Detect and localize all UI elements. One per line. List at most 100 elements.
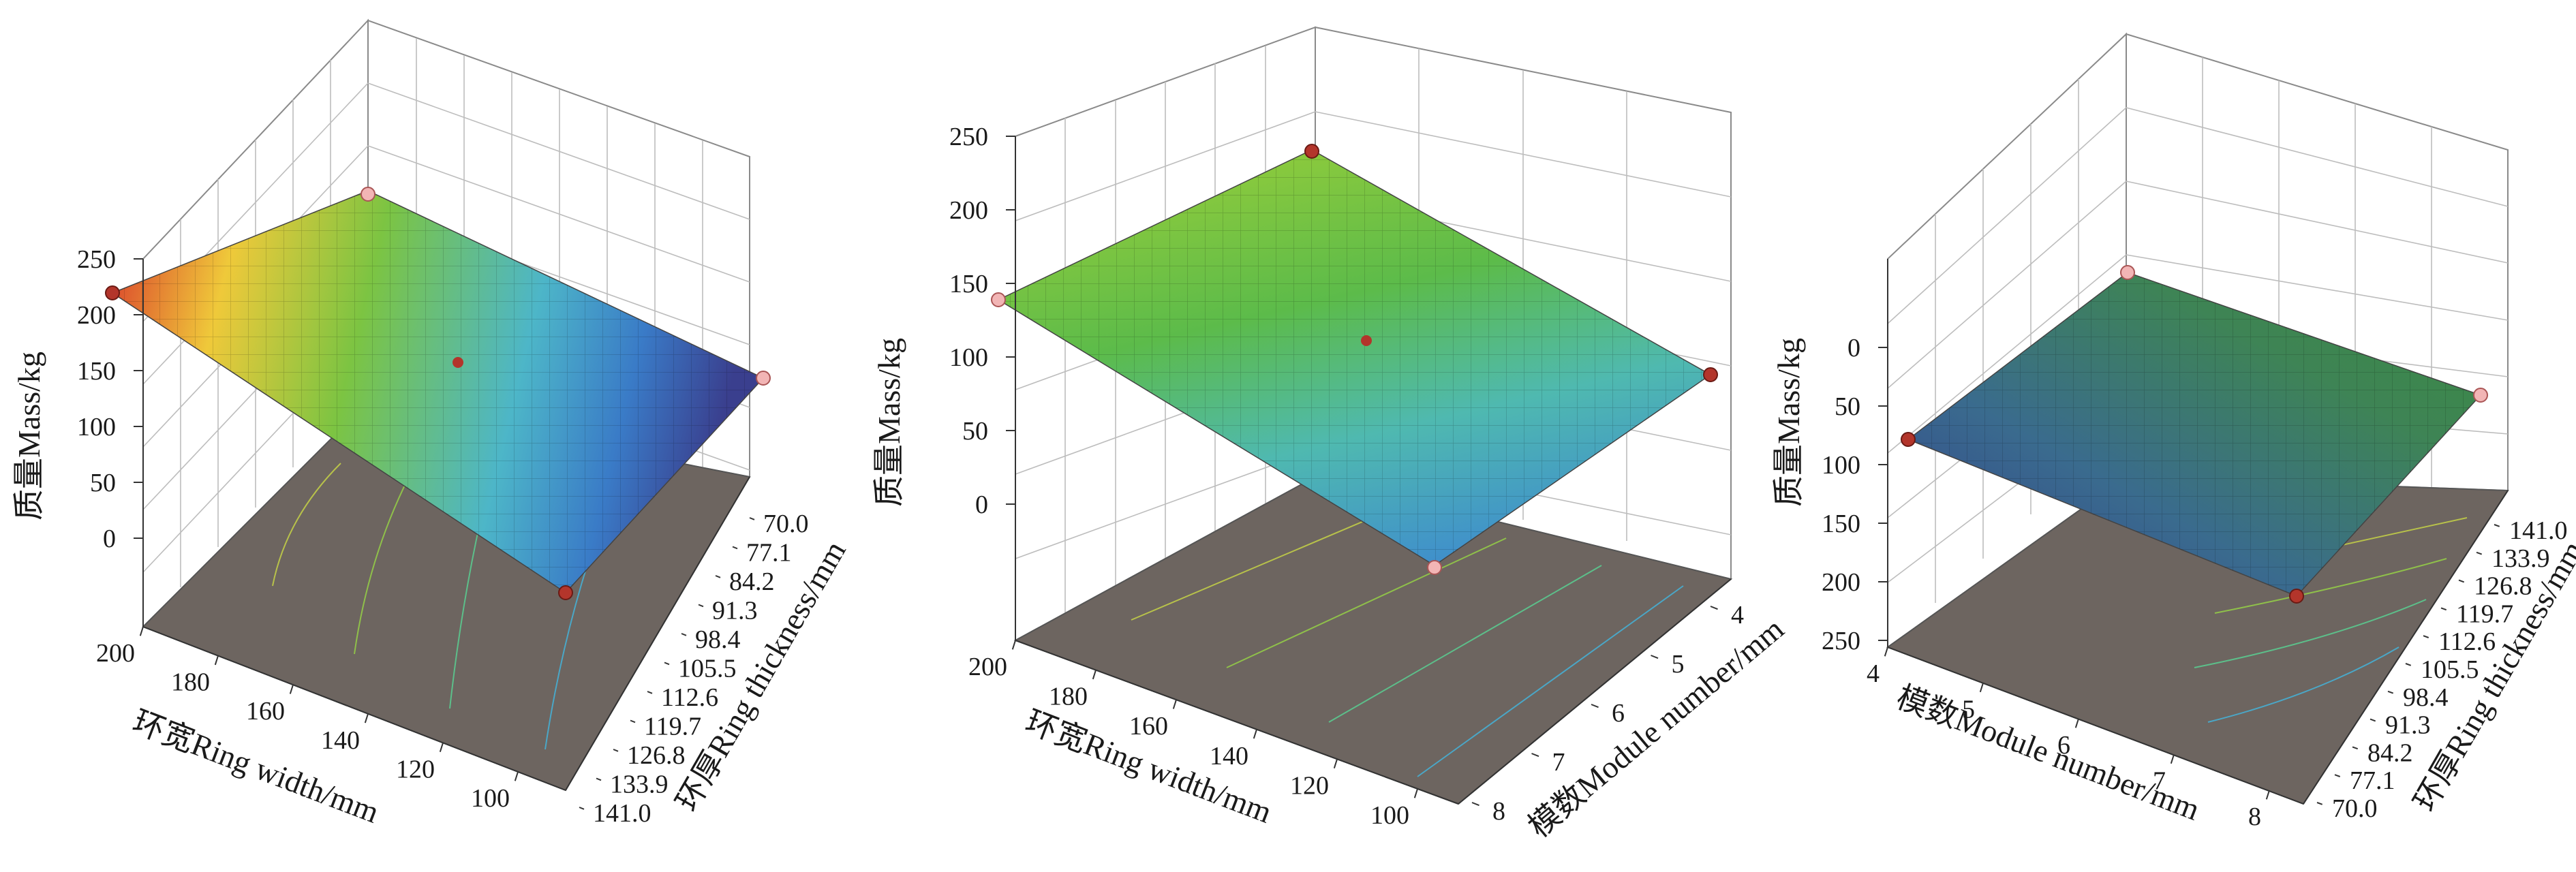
panel2-y-tick-mark	[1591, 704, 1599, 708]
panel1-x-tick-label: 160	[246, 697, 285, 726]
panel1-y-axis	[565, 476, 750, 791]
panel3-y-tick-label: 70.0	[2332, 794, 2378, 823]
panel2-x-tick-label: 140	[1210, 742, 1248, 770]
panel2-contour-line	[1226, 538, 1507, 668]
panel1-design-point	[361, 187, 375, 202]
panel3-y-tick-mark	[2387, 690, 2394, 694]
panel3-z-tick-label: 0	[1847, 334, 1860, 362]
panel1-contour-line	[354, 476, 410, 655]
panel3-y-tick-label: 84.2	[2367, 738, 2413, 767]
panel2-x-tick-mark	[1011, 640, 1016, 650]
panel2-x-ticks: 200 180 160 140 120 100	[968, 640, 1418, 830]
panel1-x-tick-mark	[289, 684, 294, 694]
panel1-x-tick-label: 200	[96, 639, 135, 668]
panel1-x-tick-mark	[514, 771, 519, 781]
panel3-y-ticks: 141.0133.9126.8119.7112.6105.598.491.384…	[2316, 516, 2568, 823]
panel3-design-point	[2289, 589, 2304, 604]
panel3-design-point	[2473, 388, 2488, 403]
panel1-x-tick-label: 100	[471, 784, 510, 813]
panel1-z-ticks: 250 200 150 100 50 0	[77, 245, 143, 553]
panel3-zlabel: 质量Mass/kg	[1771, 338, 1806, 507]
panel1-y-tick-label: 98.4	[695, 625, 741, 654]
panel2-design-point	[991, 292, 1006, 307]
panel3-y-tick-label: 141.0	[2509, 516, 2568, 545]
panel1-design-point	[558, 585, 573, 600]
panel1-z-tick-label: 50	[90, 469, 116, 497]
panel3-x-tick-mark	[1979, 683, 1984, 693]
panel2-design-point	[1304, 144, 1319, 159]
panel-3: 0 50 100 150 200 250 4 5 6 7 8 141.0133.9126.8119…	[1771, 32, 2576, 831]
panel1-y-tick-mark	[732, 546, 738, 550]
panel3-y-tick-label: 133.9	[2491, 544, 2550, 573]
panel1-y-ticks: 70.077.184.291.398.4105.5112.6119.7126.8…	[579, 510, 809, 828]
panel3-y-tick-label: 105.5	[2421, 655, 2479, 684]
panel1-y-tick-mark	[681, 633, 687, 636]
panel2-x-tick-mark	[1253, 729, 1257, 739]
panel3-y-tick-mark	[2334, 774, 2341, 777]
panel3-x-tick-label: 6	[2057, 731, 2070, 760]
panel1-x-tick-mark	[439, 743, 444, 753]
panel3-z-tick-label: 250	[1822, 627, 1860, 655]
panel1-x-tick-label: 180	[171, 668, 210, 697]
panel3-z-tick-label: 200	[1822, 568, 1860, 597]
panel1-y-tick-label: 91.3	[712, 597, 758, 625]
panel1-x-tick-label: 120	[396, 755, 435, 783]
panel3-x-tick-label: 7	[2153, 767, 2166, 796]
panel1-y-tick-label: 105.5	[678, 655, 737, 683]
panel3-design-point	[1901, 432, 1916, 447]
panel1-z-tick-label: 250	[77, 245, 116, 274]
panel2-x-tick-mark	[1413, 788, 1418, 798]
panel3-x-tick-label: 8	[2248, 803, 2261, 831]
panel1-y-tick-mark	[749, 517, 755, 520]
panel1-x-tick-mark	[364, 713, 369, 723]
panel2-y-tick-label: 8	[1492, 797, 1505, 826]
panel2-surface-mesh	[998, 150, 1711, 565]
panel1-design-point	[105, 285, 120, 300]
panel3-y-tick-mark	[2440, 607, 2447, 611]
panel2-x-tick-label: 160	[1129, 712, 1168, 741]
panel3-x-tick-label: 4	[1867, 659, 1880, 688]
panel2-y-tick-mark	[1710, 606, 1718, 610]
panel3-y-tick-mark	[2316, 802, 2323, 805]
panel2-y-tick-mark	[1471, 802, 1479, 807]
panel2-zlabel: 质量Mass/kg	[872, 338, 906, 507]
panel3-y-tick-mark	[2405, 663, 2412, 666]
panel1-surface-mesh	[112, 191, 763, 593]
panel2-design-point	[1427, 560, 1442, 575]
panel3-y-axis	[2303, 490, 2509, 805]
panel2-center-point	[1361, 335, 1372, 346]
panel2-x-tick-label: 120	[1290, 771, 1329, 800]
panel1-zlabel: 质量Mass/kg	[12, 352, 46, 520]
panel2-y-tick-label: 6	[1612, 699, 1625, 728]
panel3-y-tick-mark	[2370, 718, 2376, 722]
panel2-z-tick-label: 100	[949, 343, 988, 372]
panel2-y-tick-label: 7	[1552, 748, 1565, 777]
panel3-y-tick-label: 126.8	[2474, 572, 2532, 601]
panel1-y-tick-mark	[613, 749, 619, 752]
panel3-surface-mesh	[1908, 272, 2481, 596]
panel1-y-tick-label: 119.7	[644, 713, 701, 741]
panel3-design-point	[2120, 265, 2135, 280]
panel3-y-tick-mark	[2458, 579, 2465, 583]
panel2-x-tick-mark	[1333, 759, 1338, 769]
panel3-x-ticks: 4 5 6 7 8	[1867, 647, 2270, 831]
panel1-contour-line	[272, 463, 341, 587]
panel3-z-tick-label: 50	[1835, 392, 1860, 421]
panel2-contour-line	[1417, 585, 1684, 777]
panel2-x-axis	[1015, 640, 1459, 805]
panel2-y-tick-label: 5	[1672, 650, 1685, 679]
panel1-z-tick-label: 100	[77, 413, 116, 441]
panel3-z-tick-label: 150	[1822, 510, 1860, 538]
panel3-x-tick-label: 5	[1962, 696, 1975, 724]
panel2-z-tick-label: 200	[949, 196, 988, 225]
panel1-y-tick-mark	[630, 719, 636, 723]
panel2-z-tick-label: 50	[962, 417, 988, 446]
panel3-y-tick-label: 77.1	[2350, 766, 2395, 795]
panel1-y-tick-label: 126.8	[627, 741, 686, 770]
panel1-design-point	[756, 371, 771, 386]
panel3-z-tick-label: 100	[1822, 451, 1860, 480]
panel3-x-tick-mark	[2074, 718, 2079, 728]
panel1-y-tick-label: 77.1	[746, 539, 792, 567]
panel1-z-tick-label: 0	[103, 525, 116, 553]
panel3-contour-line	[2194, 599, 2427, 668]
